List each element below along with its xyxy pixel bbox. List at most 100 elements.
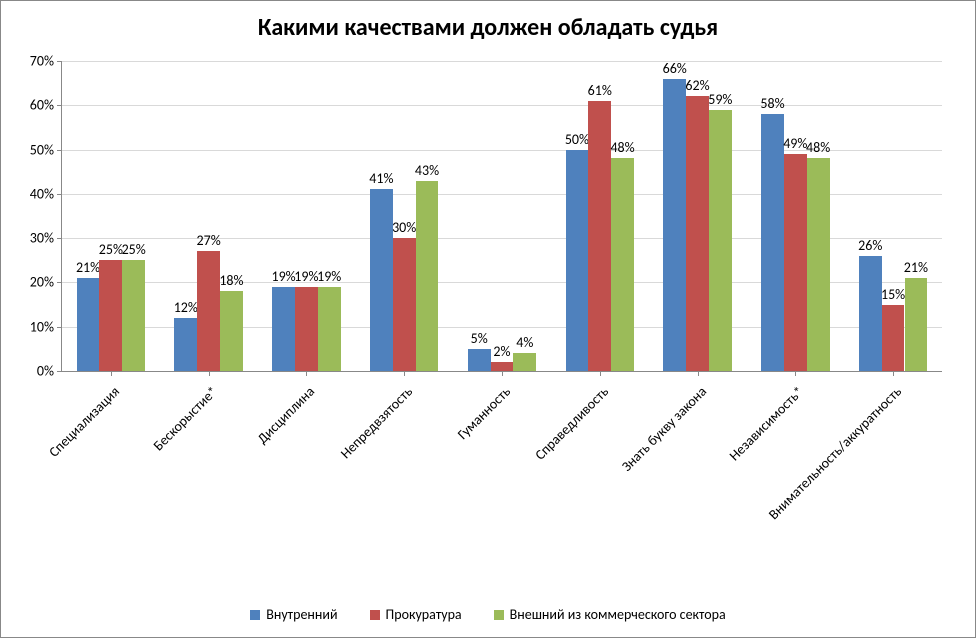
- bar-value-label: 15%: [881, 286, 905, 305]
- legend-label: Прокуратура: [386, 606, 462, 623]
- bar: 26%: [859, 256, 882, 371]
- x-tick-mark: [795, 371, 796, 376]
- bar: 61%: [588, 101, 611, 371]
- bar-value-label: 49%: [783, 135, 807, 154]
- category-label: Непредвзятость: [337, 383, 416, 462]
- bar-value-label: 59%: [708, 91, 732, 110]
- y-tick-label: 70%: [30, 53, 62, 70]
- bar: 27%: [197, 251, 220, 371]
- bar-value-label: 30%: [392, 219, 416, 238]
- plot-area: 0%10%20%30%40%50%60%70%Специализация21%2…: [61, 61, 941, 371]
- bar: 48%: [611, 158, 634, 371]
- chart-title: Какими качествами должен обладать судья: [1, 1, 975, 48]
- category-group: Непредвзятость41%30%43%: [355, 61, 453, 371]
- x-tick-mark: [893, 371, 894, 376]
- bar: 25%: [122, 260, 145, 371]
- bar: 43%: [416, 181, 439, 371]
- bar-value-label: 43%: [415, 162, 439, 181]
- category-label: Специализация: [45, 383, 123, 461]
- bar: 19%: [318, 287, 341, 371]
- bar-value-label: 19%: [317, 268, 341, 287]
- bar: 48%: [807, 158, 830, 371]
- legend-item: Прокуратура: [370, 605, 462, 623]
- bar-value-label: 12%: [174, 299, 198, 318]
- bar: 50%: [566, 150, 589, 371]
- bar-value-label: 41%: [369, 170, 393, 189]
- bar: 21%: [905, 278, 928, 371]
- legend-label: Внешний из коммерческого сектора: [510, 606, 726, 623]
- bar-value-label: 18%: [219, 272, 243, 291]
- y-tick-label: 50%: [30, 141, 62, 158]
- chart-container: Какими качествами должен обладать судья …: [0, 0, 976, 638]
- bar: 62%: [686, 96, 709, 371]
- legend-swatch: [494, 610, 504, 620]
- x-tick-mark: [111, 371, 112, 376]
- category-label: Гуманность: [454, 383, 514, 443]
- bar-value-label: 19%: [294, 268, 318, 287]
- bar-value-label: 58%: [760, 95, 784, 114]
- category-group: Внимательность/аккуратность26%15%21%: [844, 61, 942, 371]
- category-group: Независимость*58%49%48%: [746, 61, 844, 371]
- bar-value-label: 50%: [565, 131, 589, 150]
- bar: 15%: [882, 305, 905, 371]
- category-label: Независимость*: [726, 383, 807, 464]
- category-group: Специализация21%25%25%: [62, 61, 160, 371]
- bar: 21%: [77, 278, 100, 371]
- bar-value-label: 62%: [685, 77, 709, 96]
- x-tick-mark: [404, 371, 405, 376]
- bar-value-label: 2%: [493, 343, 510, 362]
- x-tick-mark: [209, 371, 210, 376]
- bar-value-label: 25%: [99, 241, 123, 260]
- bar-value-label: 21%: [904, 259, 928, 278]
- category-group: Справедливость50%61%48%: [551, 61, 649, 371]
- bar: 41%: [370, 189, 393, 371]
- category-label: Дисциплина: [254, 383, 318, 447]
- y-tick-label: 40%: [30, 185, 62, 202]
- y-tick-label: 20%: [30, 274, 62, 291]
- bar: 12%: [174, 318, 197, 371]
- bar-value-label: 5%: [471, 330, 488, 349]
- bar: 49%: [784, 154, 807, 371]
- bar: 19%: [295, 287, 318, 371]
- y-tick-label: 10%: [30, 318, 62, 335]
- legend-swatch: [250, 610, 260, 620]
- legend-label: Внутренний: [266, 606, 337, 623]
- y-tick-label: 60%: [30, 97, 62, 114]
- legend: Внутренний Прокуратура Внешний из коммерче…: [1, 605, 975, 623]
- legend-item: Внутренний: [250, 605, 337, 623]
- category-label: Справедливость: [531, 383, 611, 463]
- bar: 5%: [468, 349, 491, 371]
- bar-value-label: 26%: [858, 237, 882, 256]
- bar: 58%: [761, 114, 784, 371]
- bar-value-label: 48%: [610, 139, 634, 158]
- bar-value-label: 66%: [663, 60, 687, 79]
- bar: 4%: [513, 353, 536, 371]
- bar: 59%: [709, 110, 732, 371]
- bar-value-label: 25%: [122, 241, 146, 260]
- x-tick-mark: [600, 371, 601, 376]
- category-label: Бескорыстие*: [150, 383, 221, 454]
- category-group: Знать букву закона66%62%59%: [649, 61, 747, 371]
- bar-value-label: 61%: [588, 82, 612, 101]
- category-group: Бескорыстие*12%27%18%: [160, 61, 258, 371]
- plot-inner: 0%10%20%30%40%50%60%70%Специализация21%2…: [61, 61, 942, 372]
- bar: 30%: [393, 238, 416, 371]
- legend-swatch: [370, 610, 380, 620]
- bar-value-label: 21%: [76, 259, 100, 278]
- category-group: Гуманность5%2%4%: [453, 61, 551, 371]
- bar-value-label: 48%: [806, 139, 830, 158]
- category-label: Знать букву закона: [618, 383, 710, 475]
- bar: 25%: [99, 260, 122, 371]
- bar-value-label: 4%: [516, 334, 533, 353]
- bar: 66%: [663, 79, 686, 371]
- bar: 18%: [220, 291, 243, 371]
- bar-value-label: 27%: [197, 232, 221, 251]
- legend-item: Внешний из коммерческого сектора: [494, 605, 726, 623]
- x-tick-mark: [698, 371, 699, 376]
- x-tick-mark: [502, 371, 503, 376]
- bar: 2%: [491, 362, 514, 371]
- bar: 19%: [272, 287, 295, 371]
- category-group: Дисциплина19%19%19%: [258, 61, 356, 371]
- x-tick-mark: [306, 371, 307, 376]
- y-tick-label: 30%: [30, 230, 62, 247]
